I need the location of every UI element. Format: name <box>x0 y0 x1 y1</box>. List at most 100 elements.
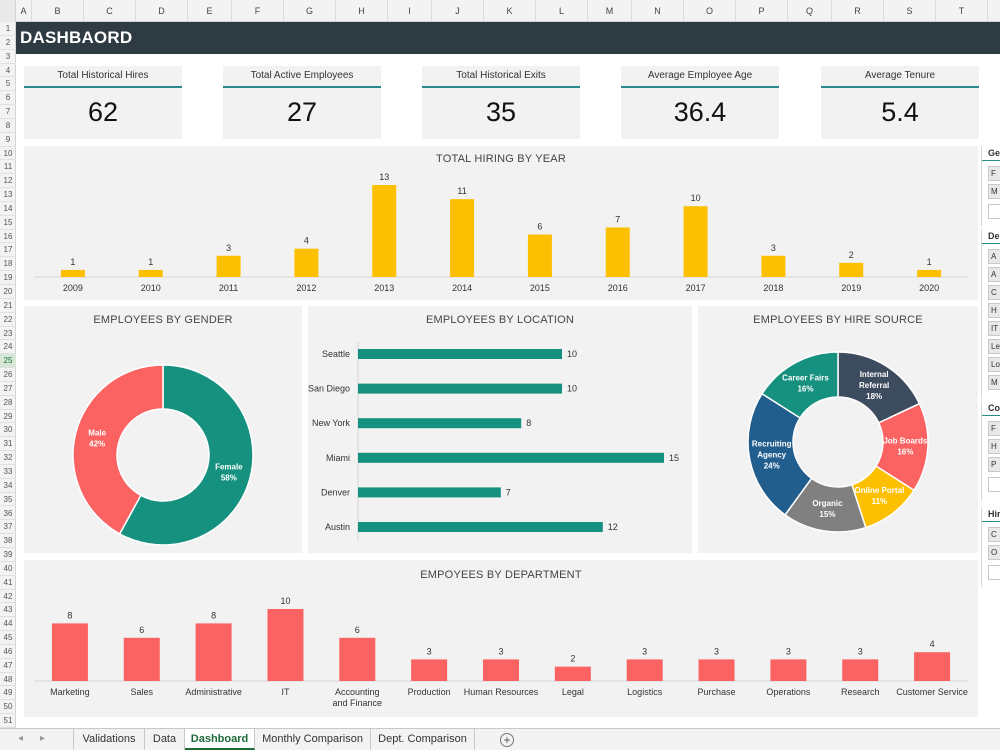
row-header-cell[interactable]: 8 <box>0 119 16 133</box>
column-header-cell[interactable]: R <box>832 0 884 22</box>
row-header-cell[interactable]: 3 <box>0 50 16 64</box>
column-header-cell[interactable]: K <box>484 0 536 22</box>
row-header-cell[interactable]: 1 <box>0 22 16 36</box>
gender-slicer[interactable]: Ge F M <box>981 146 1000 226</box>
row-header-cell[interactable]: 40 <box>0 562 16 576</box>
row-header-cell[interactable]: 24 <box>0 340 16 355</box>
slicer-item[interactable]: Lo <box>988 357 1000 372</box>
department-slicer[interactable]: De A A C H IT Le Lo M <box>981 229 1000 399</box>
row-header-cell[interactable]: 22 <box>0 313 16 327</box>
row-header-cell[interactable]: 29 <box>0 410 16 424</box>
column-header-cell[interactable]: F <box>232 0 284 22</box>
row-header-cell[interactable]: 7 <box>0 105 16 119</box>
slicer-item[interactable]: IT <box>988 321 1000 336</box>
row-header-cell[interactable]: 2 <box>0 36 16 50</box>
slicer-item[interactable]: A <box>988 249 1000 264</box>
slicer-item[interactable]: H <box>988 303 1000 318</box>
row-header-cell[interactable]: 15 <box>0 216 16 230</box>
column-header-cell[interactable]: H <box>336 0 388 22</box>
column-header-cell[interactable]: T <box>936 0 988 22</box>
row-header-cell[interactable]: 49 <box>0 686 16 701</box>
slicer-item[interactable]: P <box>988 457 1000 472</box>
tab-dept-comparison[interactable]: Dept. Comparison <box>371 729 475 750</box>
tab-data[interactable]: Data <box>145 729 185 750</box>
row-header-cell[interactable]: 46 <box>0 645 16 659</box>
row-header-cell[interactable]: 42 <box>0 590 16 604</box>
row-header-cell[interactable]: 28 <box>0 396 16 410</box>
column-header-cell[interactable]: Q <box>788 0 832 22</box>
column-header-cell[interactable]: O <box>684 0 736 22</box>
location-panel[interactable]: EMPLOYEES BY LOCATION Seattle 10 San Diego… <box>308 306 692 553</box>
tab-dashboard[interactable]: Dashboard <box>185 729 255 750</box>
column-header-cell[interactable]: I <box>388 0 432 22</box>
row-header-cell[interactable]: 12 <box>0 174 16 189</box>
slicer-item[interactable]: M <box>988 375 1000 390</box>
slicer-item[interactable] <box>988 477 1000 492</box>
row-header-cell[interactable]: 48 <box>0 673 16 687</box>
column-header-cell[interactable]: B <box>32 0 84 22</box>
column-header-cell[interactable]: C <box>84 0 136 22</box>
row-header-cell[interactable]: 50 <box>0 700 16 715</box>
row-header-cell[interactable]: 11 <box>0 160 16 175</box>
row-header-cell[interactable]: 26 <box>0 368 16 382</box>
column-header-cell[interactable]: A <box>16 0 32 22</box>
row-header-cell[interactable]: 23 <box>0 327 16 341</box>
row-header-cell[interactable]: 35 <box>0 493 16 507</box>
row-header-cell[interactable]: 39 <box>0 548 16 562</box>
column-header-cell[interactable]: M <box>588 0 632 22</box>
column-header-cell[interactable]: E <box>188 0 232 22</box>
row-header-cell[interactable]: 30 <box>0 423 16 438</box>
column-header-cell[interactable]: N <box>632 0 684 22</box>
column-header-cell[interactable]: J <box>432 0 484 22</box>
row-header-cell[interactable]: 10 <box>0 147 16 161</box>
row-header-cell[interactable]: 44 <box>0 617 16 632</box>
row-header-cell[interactable]: 33 <box>0 465 16 479</box>
row-header-cell[interactable]: 9 <box>0 133 16 147</box>
row-header-cell[interactable]: 27 <box>0 382 16 396</box>
tab-scroll-left-icon[interactable]: ◂ <box>18 733 24 744</box>
column-header-cell[interactable]: G <box>284 0 336 22</box>
row-header-cell[interactable]: 37 <box>0 520 16 535</box>
row-header-cell[interactable]: 6 <box>0 91 16 106</box>
slicer-item[interactable]: F <box>988 421 1000 436</box>
slicer-item[interactable]: F <box>988 166 1000 181</box>
row-header-cell[interactable]: 13 <box>0 188 16 202</box>
row-header-cell[interactable]: 47 <box>0 659 16 673</box>
row-header-cell[interactable]: 17 <box>0 243 16 258</box>
tab-monthly-comparison[interactable]: Monthly Comparison <box>255 729 371 750</box>
row-header-cell[interactable]: 34 <box>0 479 16 493</box>
column-header-cell[interactable]: D <box>136 0 188 22</box>
slicer-item[interactable]: H <box>988 439 1000 454</box>
tab-validations[interactable]: Validations <box>73 729 145 750</box>
gender-panel[interactable]: EMPLOYEES BY GENDER Female 58% Male 42% <box>24 306 302 553</box>
country-slicer[interactable]: Co F H P <box>981 401 1000 501</box>
slicer-item[interactable]: A <box>988 267 1000 282</box>
row-header-cell[interactable]: 20 <box>0 285 16 299</box>
slicer-item[interactable]: O <box>988 545 1000 560</box>
slicer-item[interactable]: C <box>988 527 1000 542</box>
slicer-item[interactable] <box>988 204 1000 219</box>
row-header-cell[interactable]: 43 <box>0 603 16 618</box>
row-header-cell[interactable]: 18 <box>0 257 16 272</box>
column-header-cell[interactable]: L <box>536 0 588 22</box>
hire-source-panel[interactable]: EMPLOYEES BY HIRE SOURCE Internal Referra… <box>698 306 978 553</box>
slicer-item[interactable]: M <box>988 184 1000 199</box>
row-header-cell[interactable]: 36 <box>0 507 16 521</box>
add-sheet-icon[interactable]: + <box>500 733 514 747</box>
row-header-cell[interactable]: 38 <box>0 534 16 549</box>
row-header-cell[interactable]: 21 <box>0 299 16 313</box>
tab-scroll-right-icon[interactable]: ▸ <box>40 733 46 744</box>
row-header-cell[interactable]: 31 <box>0 437 16 452</box>
slicer-item[interactable]: Le <box>988 339 1000 354</box>
slicer-item[interactable]: C <box>988 285 1000 300</box>
row-header-cell[interactable]: 25 <box>0 354 16 369</box>
row-header-cell[interactable]: 14 <box>0 202 16 216</box>
column-header-cell[interactable]: P <box>736 0 788 22</box>
hire-source-slicer[interactable]: Hir C O <box>981 507 1000 587</box>
department-panel[interactable]: EMPOYEES BY DEPARTMENT 8 Marketing 6 Sales 8… <box>24 560 978 717</box>
row-header-cell[interactable]: 19 <box>0 271 16 285</box>
row-header-cell[interactable]: 16 <box>0 230 16 244</box>
column-header-cell[interactable]: S <box>884 0 936 22</box>
row-header-cell[interactable]: 32 <box>0 451 16 465</box>
select-all-corner[interactable] <box>0 0 16 22</box>
